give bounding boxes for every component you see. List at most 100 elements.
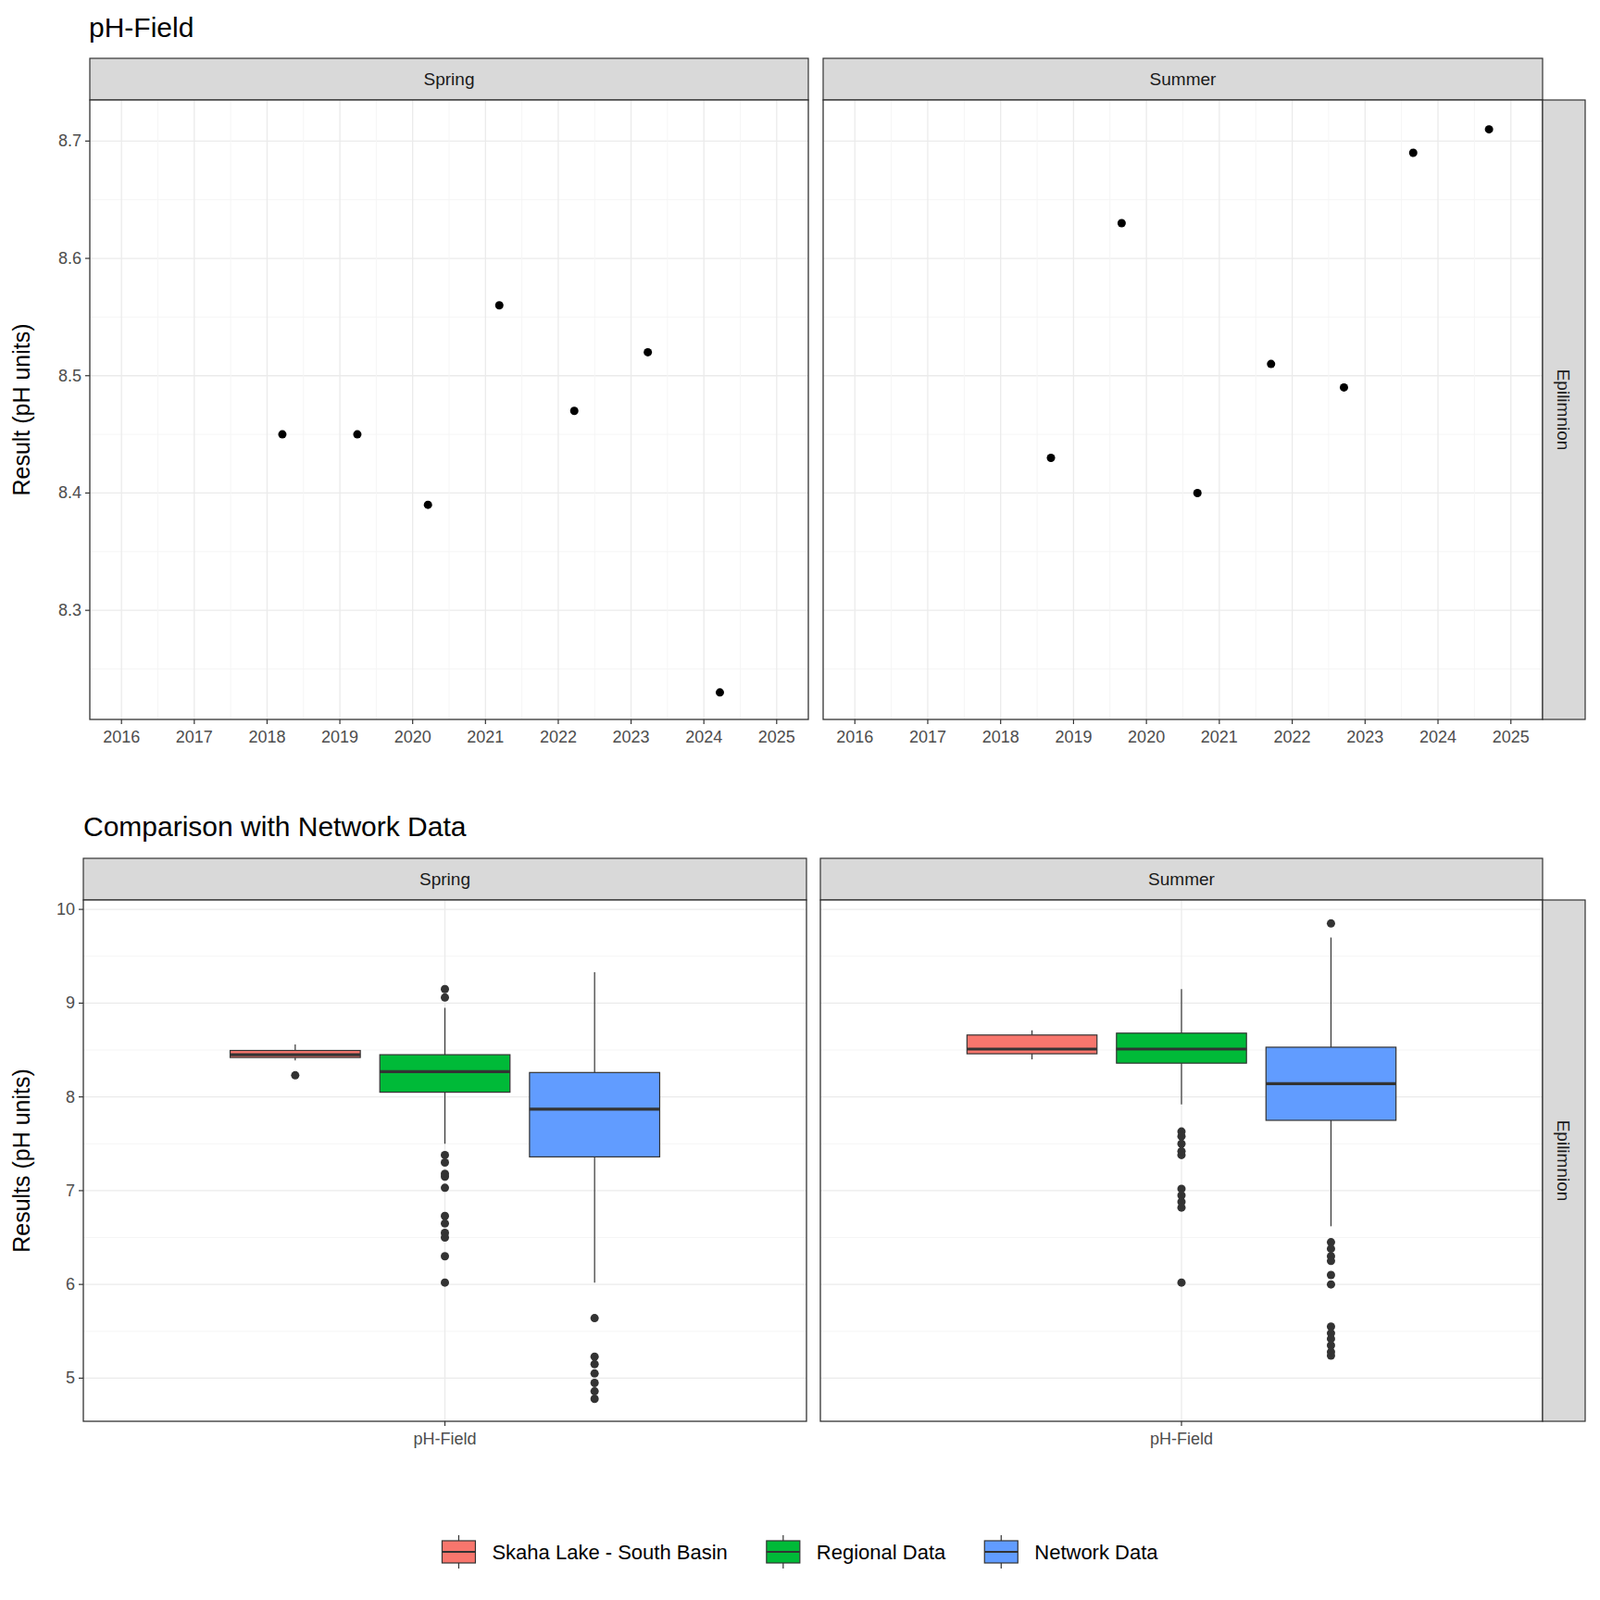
- grid-line: [1000, 100, 1001, 720]
- x-tick: [1073, 719, 1075, 725]
- outlier: [440, 1172, 450, 1181]
- strip: [1542, 100, 1586, 720]
- legend-key: [984, 1540, 1018, 1563]
- minor-grid: [963, 100, 965, 720]
- y-tick-label: 5: [65, 1368, 75, 1388]
- panel-border: [823, 100, 1543, 720]
- minor-grid: [521, 100, 523, 720]
- strip-label: Epilimnion: [1553, 369, 1574, 451]
- grid-line: [1145, 100, 1147, 720]
- x-tick-label: pH-Field: [412, 1429, 476, 1449]
- outlier: [440, 1251, 450, 1261]
- point: [715, 687, 725, 697]
- outlier: [1177, 1278, 1187, 1288]
- outlier: [1177, 1150, 1187, 1160]
- grid-line: [412, 100, 413, 720]
- strip: [1542, 900, 1586, 1422]
- outlier: [1326, 1244, 1336, 1253]
- median: [230, 1052, 362, 1056]
- grid-line: [854, 100, 856, 720]
- panel: Summer2016201720182019202020212022202320…: [823, 58, 1543, 747]
- whisker: [1180, 1062, 1182, 1105]
- point: [352, 430, 362, 439]
- median: [529, 1107, 661, 1111]
- x-tick: [703, 719, 705, 725]
- minor-grid: [1037, 100, 1038, 720]
- data-layer: [966, 900, 1396, 1422]
- median: [966, 1047, 1097, 1050]
- legend-key-median: [766, 1550, 800, 1553]
- x-tick: [1437, 719, 1438, 725]
- y-tick-label: 8.3: [58, 600, 82, 620]
- x-tick: [1291, 719, 1293, 725]
- legend-label: Network Data: [1034, 1540, 1159, 1564]
- x-tick: [854, 719, 856, 725]
- outlier: [590, 1360, 600, 1369]
- whisker: [294, 1044, 296, 1051]
- plot-area: [83, 900, 807, 1422]
- minor-grid: [820, 1050, 1543, 1051]
- whisker: [594, 972, 596, 1073]
- y-tick: [78, 909, 84, 911]
- strip: [823, 58, 1543, 100]
- panel-border: [89, 100, 809, 720]
- x-tick-label: 2017: [175, 727, 213, 747]
- legend: Skaha Lake - South BasinRegional DataNet…: [441, 1535, 1159, 1569]
- box: [529, 1072, 661, 1157]
- whisker: [1330, 1120, 1332, 1226]
- minor-grid: [1255, 100, 1257, 720]
- y-tick-label: 9: [65, 993, 75, 1013]
- grid-line: [703, 100, 705, 720]
- grid-line: [121, 100, 123, 720]
- legend-key-median: [984, 1550, 1018, 1553]
- facet-chart: Comparison with Network DataResults (pH …: [8, 811, 1586, 1569]
- strip: [83, 858, 807, 900]
- minor-grid: [1400, 100, 1402, 720]
- box: [1116, 1033, 1247, 1063]
- minor-grid: [375, 100, 377, 720]
- outlier: [440, 985, 450, 994]
- legend-key-median: [441, 1550, 475, 1553]
- y-tick-label: 6: [65, 1275, 75, 1294]
- x-tick: [1146, 719, 1148, 725]
- x-tick-label: 2018: [248, 727, 286, 747]
- point: [277, 430, 287, 439]
- strip-label: Spring: [419, 869, 471, 889]
- y-tick: [85, 257, 90, 259]
- data-layer: [230, 900, 661, 1422]
- y-tick: [78, 1377, 84, 1379]
- outlier: [1177, 1139, 1187, 1149]
- y-tick-label: 8.4: [58, 483, 82, 502]
- y-tick-label: 7: [65, 1181, 75, 1200]
- grid-line: [266, 100, 268, 720]
- point: [1193, 488, 1202, 498]
- x-tick: [630, 719, 632, 725]
- whisker: [1180, 988, 1182, 1034]
- y-tick-label: 10: [56, 900, 75, 919]
- y-tick: [78, 1284, 84, 1286]
- outlier: [440, 1158, 450, 1167]
- x-tick: [1364, 719, 1366, 725]
- y-tick: [85, 492, 90, 494]
- legend-key: [766, 1540, 800, 1563]
- plot-area: [89, 100, 809, 720]
- median: [379, 1070, 511, 1074]
- plot-area: [823, 100, 1543, 720]
- grid-line: [1218, 100, 1220, 720]
- x-tick-label: 2023: [1346, 727, 1384, 747]
- x-tick-label: 2021: [466, 727, 504, 747]
- y-tick-label: 8.5: [58, 366, 82, 386]
- legend-label: Regional Data: [816, 1540, 947, 1564]
- y-tick-label: 8: [65, 1087, 75, 1107]
- outlier: [440, 1150, 450, 1160]
- y-tick: [85, 375, 90, 376]
- median: [1116, 1047, 1247, 1050]
- grid-line: [1510, 100, 1512, 720]
- strip: [820, 858, 1543, 900]
- data-layer: [121, 100, 777, 720]
- outlier: [590, 1378, 600, 1388]
- box: [966, 1035, 1097, 1054]
- outlier: [1326, 919, 1336, 928]
- minor-grid: [1109, 100, 1111, 720]
- point: [495, 300, 504, 310]
